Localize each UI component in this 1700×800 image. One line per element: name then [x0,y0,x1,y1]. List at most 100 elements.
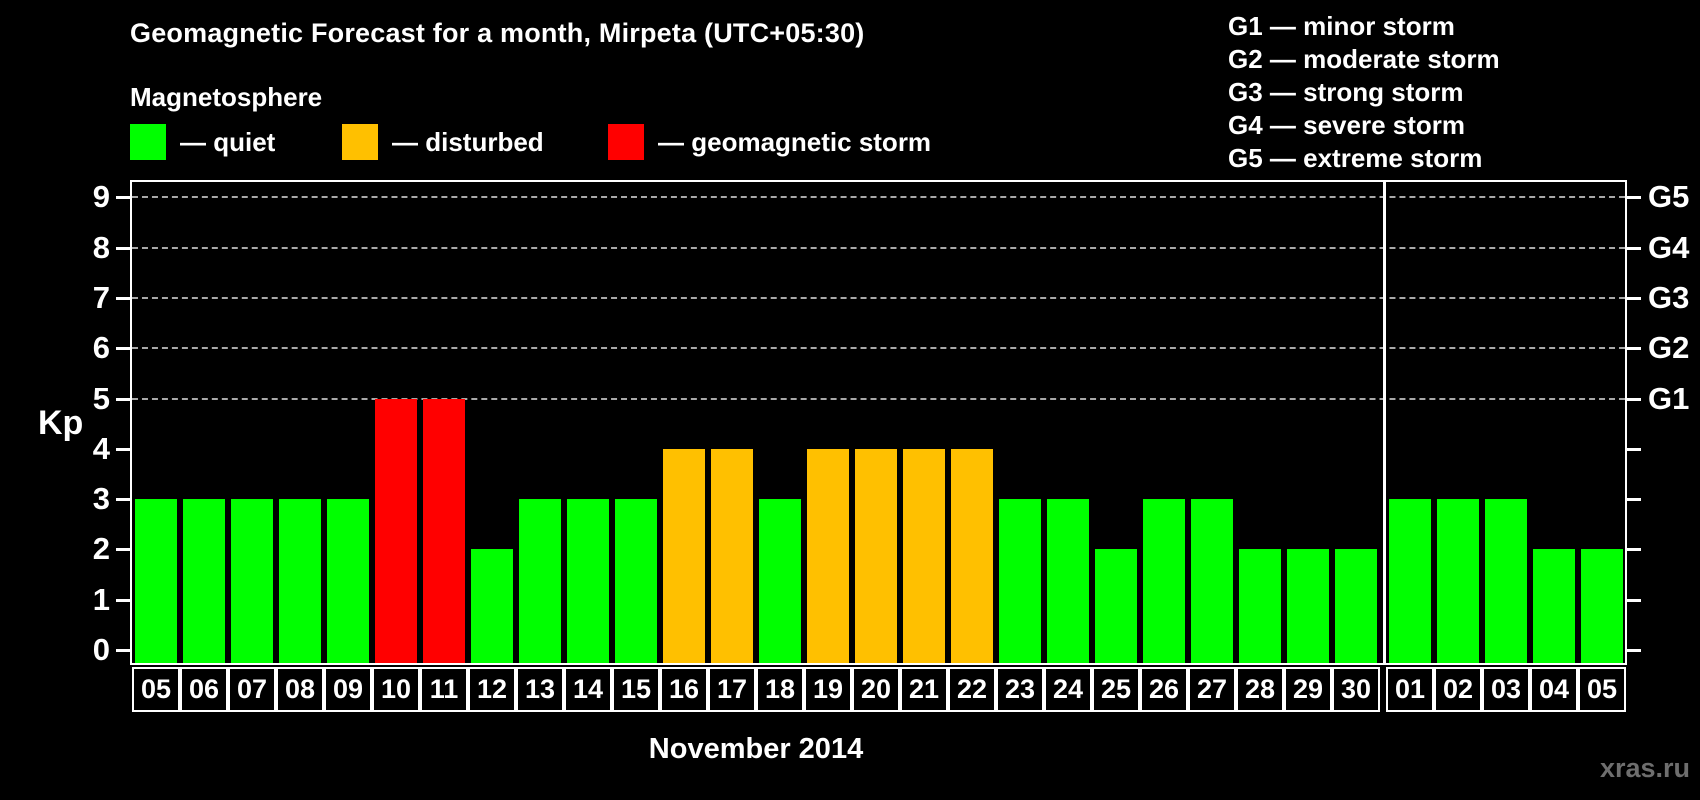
bar-nov-10 [375,398,417,663]
bar-nov-08 [279,499,321,663]
bar-nov-14 [567,499,609,663]
bar-nov-12 [471,549,513,663]
x-axis-title: November 2014 [648,733,864,765]
day-label-nov-07: 07 [228,667,276,712]
bar-nov-29 [1287,549,1329,663]
day-label-nov-08: 08 [276,667,324,712]
bar-nov-25 [1095,549,1137,663]
y-tick-left-2 [116,548,130,552]
day-label-nov-25: 25 [1092,667,1140,712]
y-tick-right-4 [1627,447,1641,451]
bar-dec-04 [1533,549,1575,663]
day-label-nov-13: 13 [516,667,564,712]
day-label-nov-06: 06 [180,667,228,712]
day-label-dec-02: 02 [1434,667,1482,712]
day-label-nov-12: 12 [468,667,516,712]
day-label-nov-14: 14 [564,667,612,712]
gridline-kp-8 [132,246,1625,249]
y-tick-label-1: 1 [92,581,110,617]
bar-nov-13 [519,499,561,663]
day-label-nov-28: 28 [1236,667,1284,712]
y-tick-label-7: 7 [92,279,110,315]
disturbed-color-swatch [342,124,378,160]
day-label-nov-29: 29 [1284,667,1332,712]
bar-dec-02 [1437,499,1479,663]
bar-nov-23 [999,499,1041,663]
right-axis-label-g1: G1 [1648,380,1690,416]
y-tick-left-4 [116,447,130,451]
y-tick-label-3: 3 [92,481,110,517]
bar-nov-27 [1191,499,1233,663]
watermark: xras.ru [1599,753,1690,783]
bar-nov-05 [135,499,177,663]
y-tick-left-0 [116,649,130,652]
day-label-dec-04: 04 [1530,667,1578,712]
day-label-nov-15: 15 [612,667,660,712]
storm-color-swatch [608,124,644,160]
bar-nov-19 [807,448,849,663]
g1-legend-line: G1 — minor storm [1228,11,1455,41]
bar-nov-28 [1239,549,1281,663]
legend-label-storm: — geomagnetic storm [658,126,932,157]
y-tick-label-8: 8 [92,229,110,265]
y-tick-left-6 [116,347,130,351]
day-label-dec-03: 03 [1482,667,1530,712]
y-tick-right-1 [1627,598,1641,602]
day-label-nov-22: 22 [948,667,996,712]
y-tick-label-0: 0 [92,632,110,667]
magnetosphere-label: Magnetosphere [130,82,323,112]
legend-item-disturbed: — disturbed [342,124,544,160]
y-tick-right-3 [1627,498,1641,502]
day-label-nov-21: 21 [900,667,948,712]
day-label-dec-01: 01 [1386,667,1434,712]
day-label-nov-17: 17 [708,667,756,712]
bar-nov-30 [1335,549,1377,663]
day-label-dec-05: 05 [1578,667,1626,712]
month-separator-line [1383,182,1386,663]
g4-legend-line: G4 — severe storm [1228,110,1466,140]
bar-nov-26 [1143,499,1185,663]
bar-nov-15 [615,499,657,663]
y-tick-left-3 [116,498,130,502]
day-label-nov-30: 30 [1332,667,1380,712]
bar-nov-11 [423,398,465,663]
bar-nov-16 [663,448,705,663]
right-axis-label-g3: G3 [1648,279,1690,315]
right-axis-label-g2: G2 [1648,330,1690,366]
bar-nov-22 [951,448,993,663]
y-tick-left-8 [116,246,130,250]
day-label-nov-23: 23 [996,667,1044,712]
y-tick-label-2: 2 [92,531,110,567]
gridline-kp-5 [132,397,1625,400]
bar-nov-24 [1047,499,1089,663]
chart-title: Geomagnetic Forecast for a month, Mirpet… [130,18,865,48]
y-tick-label-9: 9 [92,179,110,215]
bar-nov-06 [183,499,225,663]
gridline-kp-9 [132,196,1625,199]
right-axis-label-g4: G4 [1648,229,1690,265]
bar-nov-18 [759,499,801,663]
y-tick-right-8 [1627,246,1641,250]
bar-nov-21 [903,448,945,663]
y-tick-right-2 [1627,548,1641,552]
quiet-color-swatch [130,124,166,160]
legend-item-storm: — geomagnetic storm [608,124,931,160]
gridline-kp-6 [132,347,1625,350]
bar-nov-17 [711,448,753,663]
bar-nov-07 [231,499,273,663]
y-axis-title: Kp [38,404,84,442]
bar-dec-01 [1389,499,1431,663]
day-label-nov-16: 16 [660,667,708,712]
g2-legend-line: G2 — moderate storm [1228,44,1500,74]
y-tick-left-5 [116,397,130,401]
day-label-nov-05: 05 [132,667,180,712]
bar-dec-05 [1581,549,1623,663]
day-label-nov-10: 10 [372,667,420,712]
y-tick-label-6: 6 [92,330,110,366]
day-label-nov-11: 11 [420,667,468,712]
right-axis-label-g5: G5 [1648,179,1690,215]
y-tick-left-7 [116,296,130,300]
day-label-nov-18: 18 [756,667,804,712]
day-label-nov-19: 19 [804,667,852,712]
day-label-nov-27: 27 [1188,667,1236,712]
